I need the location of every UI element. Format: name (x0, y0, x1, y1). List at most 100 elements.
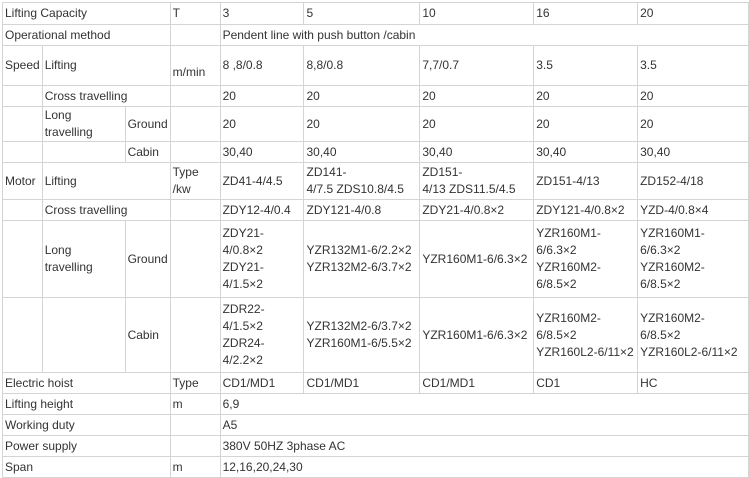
empty (2, 220, 43, 298)
value: 16 (533, 2, 639, 25)
empty (169, 141, 221, 163)
value: YZR132M1-6/2.2×2 YZR132M2-6/3.7×2 (303, 220, 421, 298)
value: 20 (637, 2, 749, 25)
label: Power supply (2, 435, 171, 457)
value: 3.5 (637, 45, 749, 86)
value: 3 (219, 2, 305, 25)
value: 7,7/0.7 (419, 45, 535, 86)
value: 20 (533, 106, 639, 142)
value: Pendent line with push button /cabin (219, 24, 749, 46)
empty (2, 199, 43, 221)
row-speed-long-cabin: Cabin 30,40 30,40 30,40 30,40 30,40 (2, 141, 749, 163)
empty (2, 297, 43, 373)
value: 20 (303, 85, 421, 107)
unit: Type /kw (169, 162, 221, 200)
group-label: Speed (2, 45, 43, 86)
row-working-duty: Working duty A5 (2, 414, 749, 436)
empty (169, 199, 221, 221)
row-motor-long-cabin: Cabin ZDR22- 4/1.5×2 ZDR24- 4/2.2×2 YZR1… (2, 297, 749, 373)
group-label: Motor (2, 162, 43, 200)
value: 20 (219, 106, 305, 142)
label: Lifting Capacity (2, 2, 171, 25)
value: YZR160M1- 6/6.3×2 YZR160M2- 6/8.5×2 (637, 220, 749, 298)
unit (169, 414, 221, 436)
value: 8 ,8/0.8 (219, 45, 305, 86)
value: ZDY121-4/0.8 (303, 199, 421, 221)
row-power-supply: Power supply 380V 50HZ 3phase AC (2, 435, 749, 457)
empty (2, 106, 43, 142)
value: YZD-4/0.8×4 (637, 199, 749, 221)
sub-label: Cabin (124, 141, 171, 163)
unit (169, 24, 221, 46)
row-speed-cross: Cross travelling 20 20 20 20 20 (2, 85, 749, 107)
empty (2, 85, 43, 107)
value: ZDY21-4/0.8×2 (419, 199, 535, 221)
sub-label: Ground (124, 106, 171, 142)
value: YZR160M2- 6/8.5×2 YZR160L2-6/11×2 (533, 297, 639, 373)
row-motor-cross: Cross travelling ZDY12-4/0.4 ZDY121-4/0.… (2, 199, 749, 221)
empty (169, 85, 221, 107)
value: 10 (419, 2, 535, 25)
value: 8,8/0.8 (303, 45, 421, 86)
unit: Type (169, 372, 221, 394)
value: ZD41-4/4.5 (219, 162, 305, 200)
row-span: Span m 12,16,20,24,30 (2, 456, 749, 478)
row-motor-long-ground: Long travelling Ground ZDY21- 4/0.8×2 ZD… (2, 220, 749, 298)
value: YZR160M1-6/6.3×2 (419, 297, 535, 373)
label: Cross travelling (41, 85, 171, 107)
value: 30,40 (637, 141, 749, 163)
value: 380V 50HZ 3phase AC (219, 435, 749, 457)
value: 20 (637, 85, 749, 107)
value: ZD151-4/13 (533, 162, 639, 200)
value: ZDY121-4/0.8×2 (533, 199, 639, 221)
value: YZR132M2-6/3.7×2 YZR160M1-6/5.5×2 (303, 297, 421, 373)
sub-label: Cabin (124, 297, 171, 373)
value: 30,40 (219, 141, 305, 163)
value: ZD152-4/18 (637, 162, 749, 200)
value: CD1 (533, 372, 639, 394)
label: Electric hoist (2, 372, 171, 394)
value: 30,40 (533, 141, 639, 163)
sub-label: Ground (124, 220, 171, 298)
row-lifting-capacity: Lifting Capacity T 3 5 10 16 20 (2, 2, 749, 25)
empty (2, 141, 43, 163)
row-operational-method: Operational method Pendent line with pus… (2, 24, 749, 46)
value: A5 (219, 414, 749, 436)
row-speed-lifting: Speed Lifting m/min 8 ,8/0.8 8,8/0.8 7,7… (2, 45, 749, 86)
value: ZD151- 4/13 ZDS11.5/4.5 (419, 162, 535, 200)
value: CD1/MD1 (219, 372, 305, 394)
label: Lifting height (2, 393, 171, 415)
empty (41, 297, 126, 373)
value: YZR160M2- 6/8.5×2 YZR160L2-6/11×2 (637, 297, 749, 373)
value: HC (637, 372, 749, 394)
label: Working duty (2, 414, 171, 436)
label: Long travelling (41, 106, 126, 142)
label: Operational method (2, 24, 171, 46)
value: 20 (419, 85, 535, 107)
row-speed-long-ground: Long travelling Ground 20 20 20 20 20 (2, 106, 749, 142)
label: Long travelling (41, 220, 126, 298)
label: Span (2, 456, 171, 478)
value: CD1/MD1 (419, 372, 535, 394)
value: YZR160M1- 6/6.3×2 YZR160M2- 6/8.5×2 (533, 220, 639, 298)
row-electric-hoist: Electric hoist Type CD1/MD1 CD1/MD1 CD1/… (2, 372, 749, 394)
value: 5 (303, 2, 421, 25)
value: CD1/MD1 (303, 372, 421, 394)
empty (169, 297, 221, 373)
unit (169, 435, 221, 457)
value: 6,9 (219, 393, 749, 415)
value: 20 (533, 85, 639, 107)
value: 12,16,20,24,30 (219, 456, 749, 478)
value: 20 (219, 85, 305, 107)
unit: m (169, 456, 221, 478)
value: 3.5 (533, 45, 639, 86)
empty (169, 106, 221, 142)
unit: m (169, 393, 221, 415)
value: 20 (637, 106, 749, 142)
row-lifting-height: Lifting height m 6,9 (2, 393, 749, 415)
value: 30,40 (303, 141, 421, 163)
empty (169, 220, 221, 298)
unit: T (169, 2, 221, 25)
empty (41, 141, 126, 163)
